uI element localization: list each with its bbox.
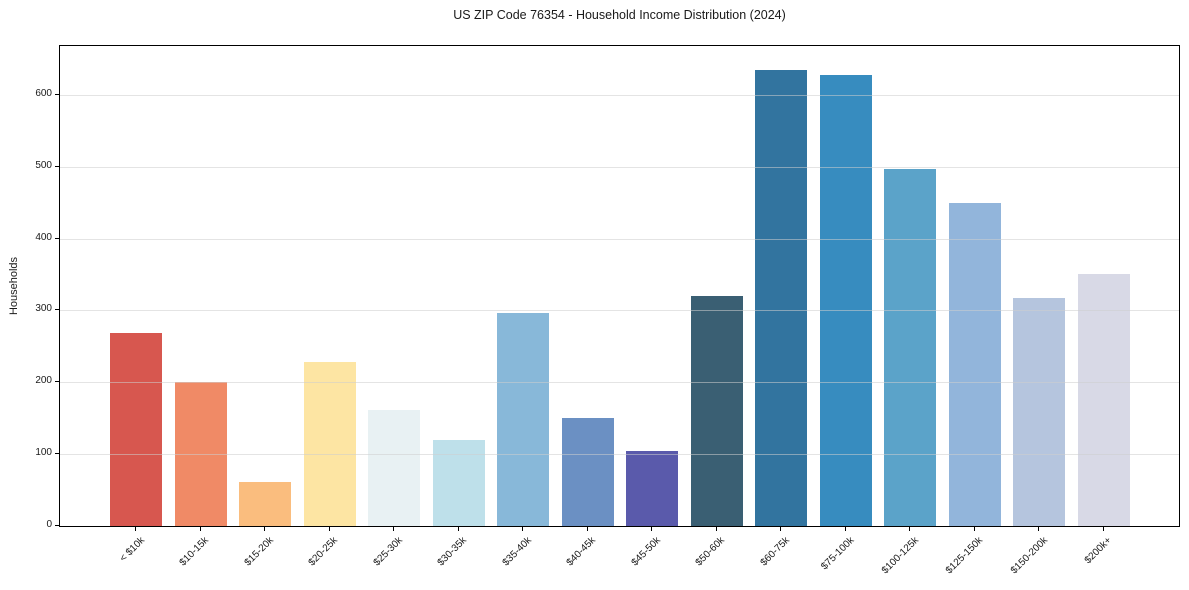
- y-tick-label: 0: [46, 519, 52, 530]
- x-tick-mark: [973, 527, 975, 531]
- x-tick-mark: [586, 527, 588, 531]
- bar-25-30k: [368, 409, 420, 526]
- y-tick-label: 600: [35, 87, 52, 99]
- bar-125-150k: [948, 202, 1001, 526]
- y-tick-mark: [55, 453, 59, 455]
- gridline-y-400: [60, 238, 1179, 240]
- bar-200k: [1077, 273, 1130, 526]
- bar-35-40k: [497, 313, 549, 526]
- x-tick-mark: [328, 527, 330, 531]
- y-tick-mark: [55, 525, 59, 526]
- x-tick-mark: [780, 527, 781, 531]
- bar-75-100k: [819, 75, 872, 526]
- x-tick-label: $40-45k: [564, 535, 599, 569]
- bar-20-25k: [303, 362, 356, 526]
- x-tick-label: $35-40k: [500, 535, 534, 569]
- x-tick-mark: [844, 527, 846, 531]
- bar-40-45k: [561, 418, 614, 526]
- x-tick-mark: [651, 527, 652, 531]
- x-tick-mark: [393, 527, 394, 531]
- x-tick-label: $50-60k: [693, 535, 728, 569]
- x-tick-label: $75-100k: [819, 535, 857, 573]
- x-tick-mark: [1102, 527, 1104, 531]
- bar-100-125k: [884, 168, 936, 526]
- x-tick-label: $45-50k: [629, 535, 663, 569]
- x-tick-mark: [457, 527, 459, 531]
- x-tick-label: $100-125k: [879, 535, 921, 577]
- y-tick-mark: [55, 165, 59, 167]
- chart-title: US ZIP Code 76354 - Household Income Dis…: [453, 8, 786, 22]
- plot-area: [59, 45, 1180, 527]
- x-tick-mark: [264, 527, 265, 531]
- y-tick-label: 100: [35, 447, 52, 459]
- bar-60-75k: [755, 69, 807, 526]
- x-tick-mark: [522, 527, 523, 531]
- y-tick-mark: [55, 93, 59, 95]
- x-tick-mark: [135, 527, 136, 531]
- x-tick-mark: [1038, 527, 1039, 531]
- gridline-y-200: [60, 382, 1179, 384]
- x-tick-label: $200k+: [1083, 535, 1115, 567]
- x-tick-mark: [715, 527, 717, 531]
- x-tick-label: $30-35k: [435, 535, 470, 569]
- x-tick-label: $10-15k: [177, 535, 212, 569]
- y-tick-mark: [55, 309, 59, 311]
- bar-10k: [110, 332, 162, 526]
- y-tick-label: 400: [35, 231, 52, 243]
- y-tick-label: 500: [35, 159, 52, 171]
- gridline-y-100: [60, 454, 1179, 456]
- y-tick-label: 300: [35, 303, 52, 315]
- x-tick-label: $20-25k: [306, 535, 341, 569]
- bar-150-200k: [1013, 298, 1065, 526]
- gridline-y-300: [60, 310, 1179, 312]
- bar-50-60k: [690, 296, 743, 526]
- x-tick-label: < $10k: [117, 535, 147, 565]
- x-tick-mark: [199, 527, 201, 531]
- bar-45-50k: [626, 451, 678, 526]
- y-tick-label: 200: [35, 375, 52, 387]
- bar-30-35k: [432, 439, 485, 526]
- x-tick-label: $125-150k: [944, 535, 986, 577]
- x-tick-label: $25-30k: [371, 535, 405, 569]
- x-tick-label: $60-75k: [758, 535, 792, 569]
- bar-15-20k: [239, 482, 291, 526]
- y-tick-mark: [55, 381, 59, 383]
- gridline-y-600: [60, 94, 1179, 96]
- x-tick-label: $150-200k: [1008, 535, 1050, 577]
- y-tick-mark: [55, 237, 59, 239]
- x-tick-label: $15-20k: [242, 535, 276, 569]
- x-tick-mark: [909, 527, 910, 531]
- gridline-y-500: [60, 166, 1179, 168]
